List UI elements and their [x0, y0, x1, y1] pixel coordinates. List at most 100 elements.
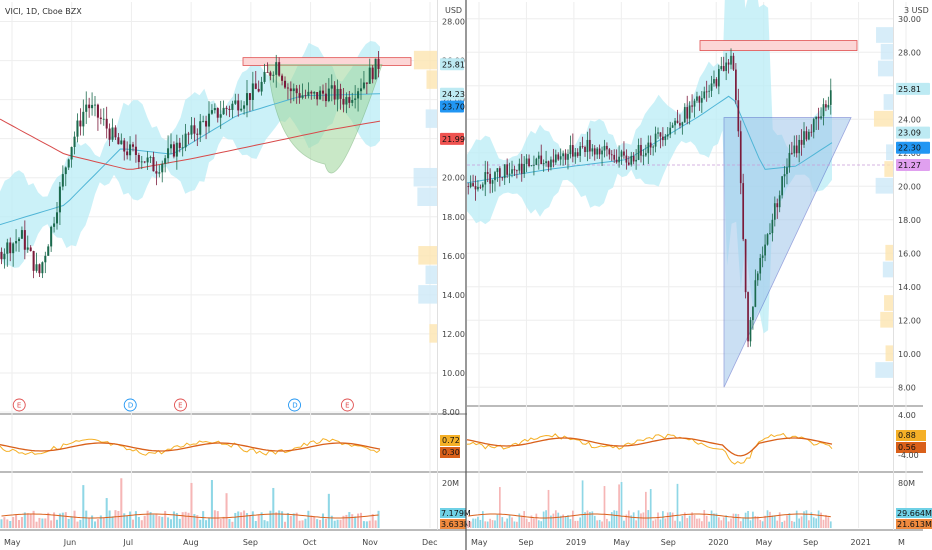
candle-body	[167, 148, 170, 159]
volume-bar	[601, 521, 603, 528]
volume-bar	[295, 512, 298, 528]
candle-body	[365, 82, 368, 84]
price-badge[interactable]	[440, 87, 464, 100]
price-tick-label: 10.00	[898, 350, 921, 359]
left-time-axis[interactable]: May Jun Jul Aug Sep Oct Nov Dec	[4, 538, 437, 547]
oscillator-badge[interactable]	[440, 435, 460, 446]
left-price-axis[interactable]: 28.0026.0024.0022.0020.0018.0016.0014.00…	[437, 0, 471, 530]
volume-bar	[805, 510, 808, 528]
volume-bar	[283, 521, 287, 528]
price-badge[interactable]	[896, 82, 930, 95]
symbol-title[interactable]: VICI, 1D, Cboe BZX	[5, 7, 82, 16]
candle-body	[161, 163, 164, 173]
volume-average-line	[1, 513, 379, 519]
volume-bar	[345, 514, 348, 528]
price-badge[interactable]	[896, 158, 930, 171]
price-badge[interactable]	[440, 132, 464, 145]
dividend-marker[interactable]	[123, 398, 137, 412]
earnings-marker[interactable]	[12, 398, 26, 412]
volume-bar	[640, 513, 642, 528]
volume-bar	[149, 512, 152, 528]
volume-badge-label: 21.613M	[897, 520, 932, 529]
volume-bar	[82, 485, 85, 528]
candle-body	[516, 170, 518, 172]
candle-body	[764, 244, 766, 256]
volume-bar	[511, 517, 513, 528]
volume-bar	[637, 510, 640, 528]
volume-bar	[571, 510, 574, 528]
axis-border	[437, 0, 438, 530]
volume-badge[interactable]	[440, 519, 466, 529]
candle-body	[248, 93, 251, 100]
right-moving-averages	[466, 95, 833, 184]
volume-bar	[715, 513, 718, 528]
volume-bar	[564, 516, 567, 528]
volume-bar	[596, 520, 599, 528]
candle-body	[766, 234, 769, 245]
volume-badge[interactable]	[896, 519, 932, 529]
volume-bar	[196, 515, 199, 528]
right-chart-pane[interactable]: 30.0028.0026.0024.0022.0020.0018.0016.00…	[466, 0, 932, 547]
earnings-marker[interactable]	[340, 398, 354, 412]
time-tick-label: Jul	[122, 538, 133, 547]
candle-body	[637, 144, 640, 160]
profile-bar	[880, 311, 893, 328]
volume-badge[interactable]	[440, 508, 466, 518]
volume-bar	[321, 513, 325, 528]
volume-bar	[181, 512, 184, 528]
volume-badge[interactable]	[896, 508, 932, 518]
right-time-axis[interactable]: May Sep 2019 May Sep 2020 May Sep 2021 M	[471, 538, 905, 547]
right-triangle-pattern[interactable]	[467, 40, 893, 388]
candle-body	[368, 67, 371, 84]
volume-bar	[91, 515, 94, 528]
volume-bar	[23, 512, 26, 528]
earnings-marker[interactable]	[174, 398, 187, 412]
price-badge[interactable]	[440, 58, 464, 71]
volume-bar	[790, 520, 793, 528]
oscillator-badge[interactable]	[896, 430, 926, 441]
profile-bar	[882, 261, 893, 278]
price-badge[interactable]	[896, 126, 930, 139]
volume-bar	[479, 519, 482, 528]
volume-bar	[788, 513, 791, 528]
candle-body	[152, 157, 155, 172]
candle-body	[761, 255, 764, 258]
resistance-zone[interactable]	[699, 40, 858, 51]
candle-body	[6, 242, 9, 254]
oscillator-badge[interactable]	[896, 442, 926, 453]
candle-body	[662, 136, 664, 141]
candle-body	[664, 136, 667, 141]
candle-body	[747, 292, 749, 342]
volume-bar	[371, 514, 374, 528]
price-badge[interactable]	[896, 141, 930, 154]
candle-body	[630, 155, 633, 165]
right-price-axis[interactable]: 30.0028.0026.0024.0022.0020.0018.0016.00…	[893, 0, 932, 530]
volume-bar	[240, 512, 243, 528]
oscillator-badge[interactable]	[440, 447, 460, 458]
volume-bar	[228, 519, 231, 528]
candle-body	[134, 146, 137, 155]
candle-body	[618, 156, 620, 163]
volume-bar	[598, 519, 601, 528]
price-badge[interactable]	[440, 100, 464, 113]
volume-bar	[735, 513, 737, 528]
volume-bar	[708, 521, 710, 528]
volume-bar	[146, 510, 149, 528]
volume-bar	[333, 520, 336, 528]
volume-bar	[829, 521, 832, 528]
candle-body	[530, 165, 533, 167]
candle-body	[0, 251, 3, 260]
candle-body	[603, 145, 606, 151]
dividend-marker[interactable]	[288, 398, 301, 412]
candle-body	[489, 173, 491, 184]
candle-body	[237, 100, 240, 111]
candle-body	[205, 120, 208, 127]
time-tick-label: M	[898, 538, 905, 547]
candle-body	[710, 83, 713, 91]
triangle-pattern[interactable]	[723, 117, 852, 388]
volume-bar	[167, 517, 170, 528]
candle-body	[149, 157, 152, 158]
volume-bar	[705, 515, 708, 528]
